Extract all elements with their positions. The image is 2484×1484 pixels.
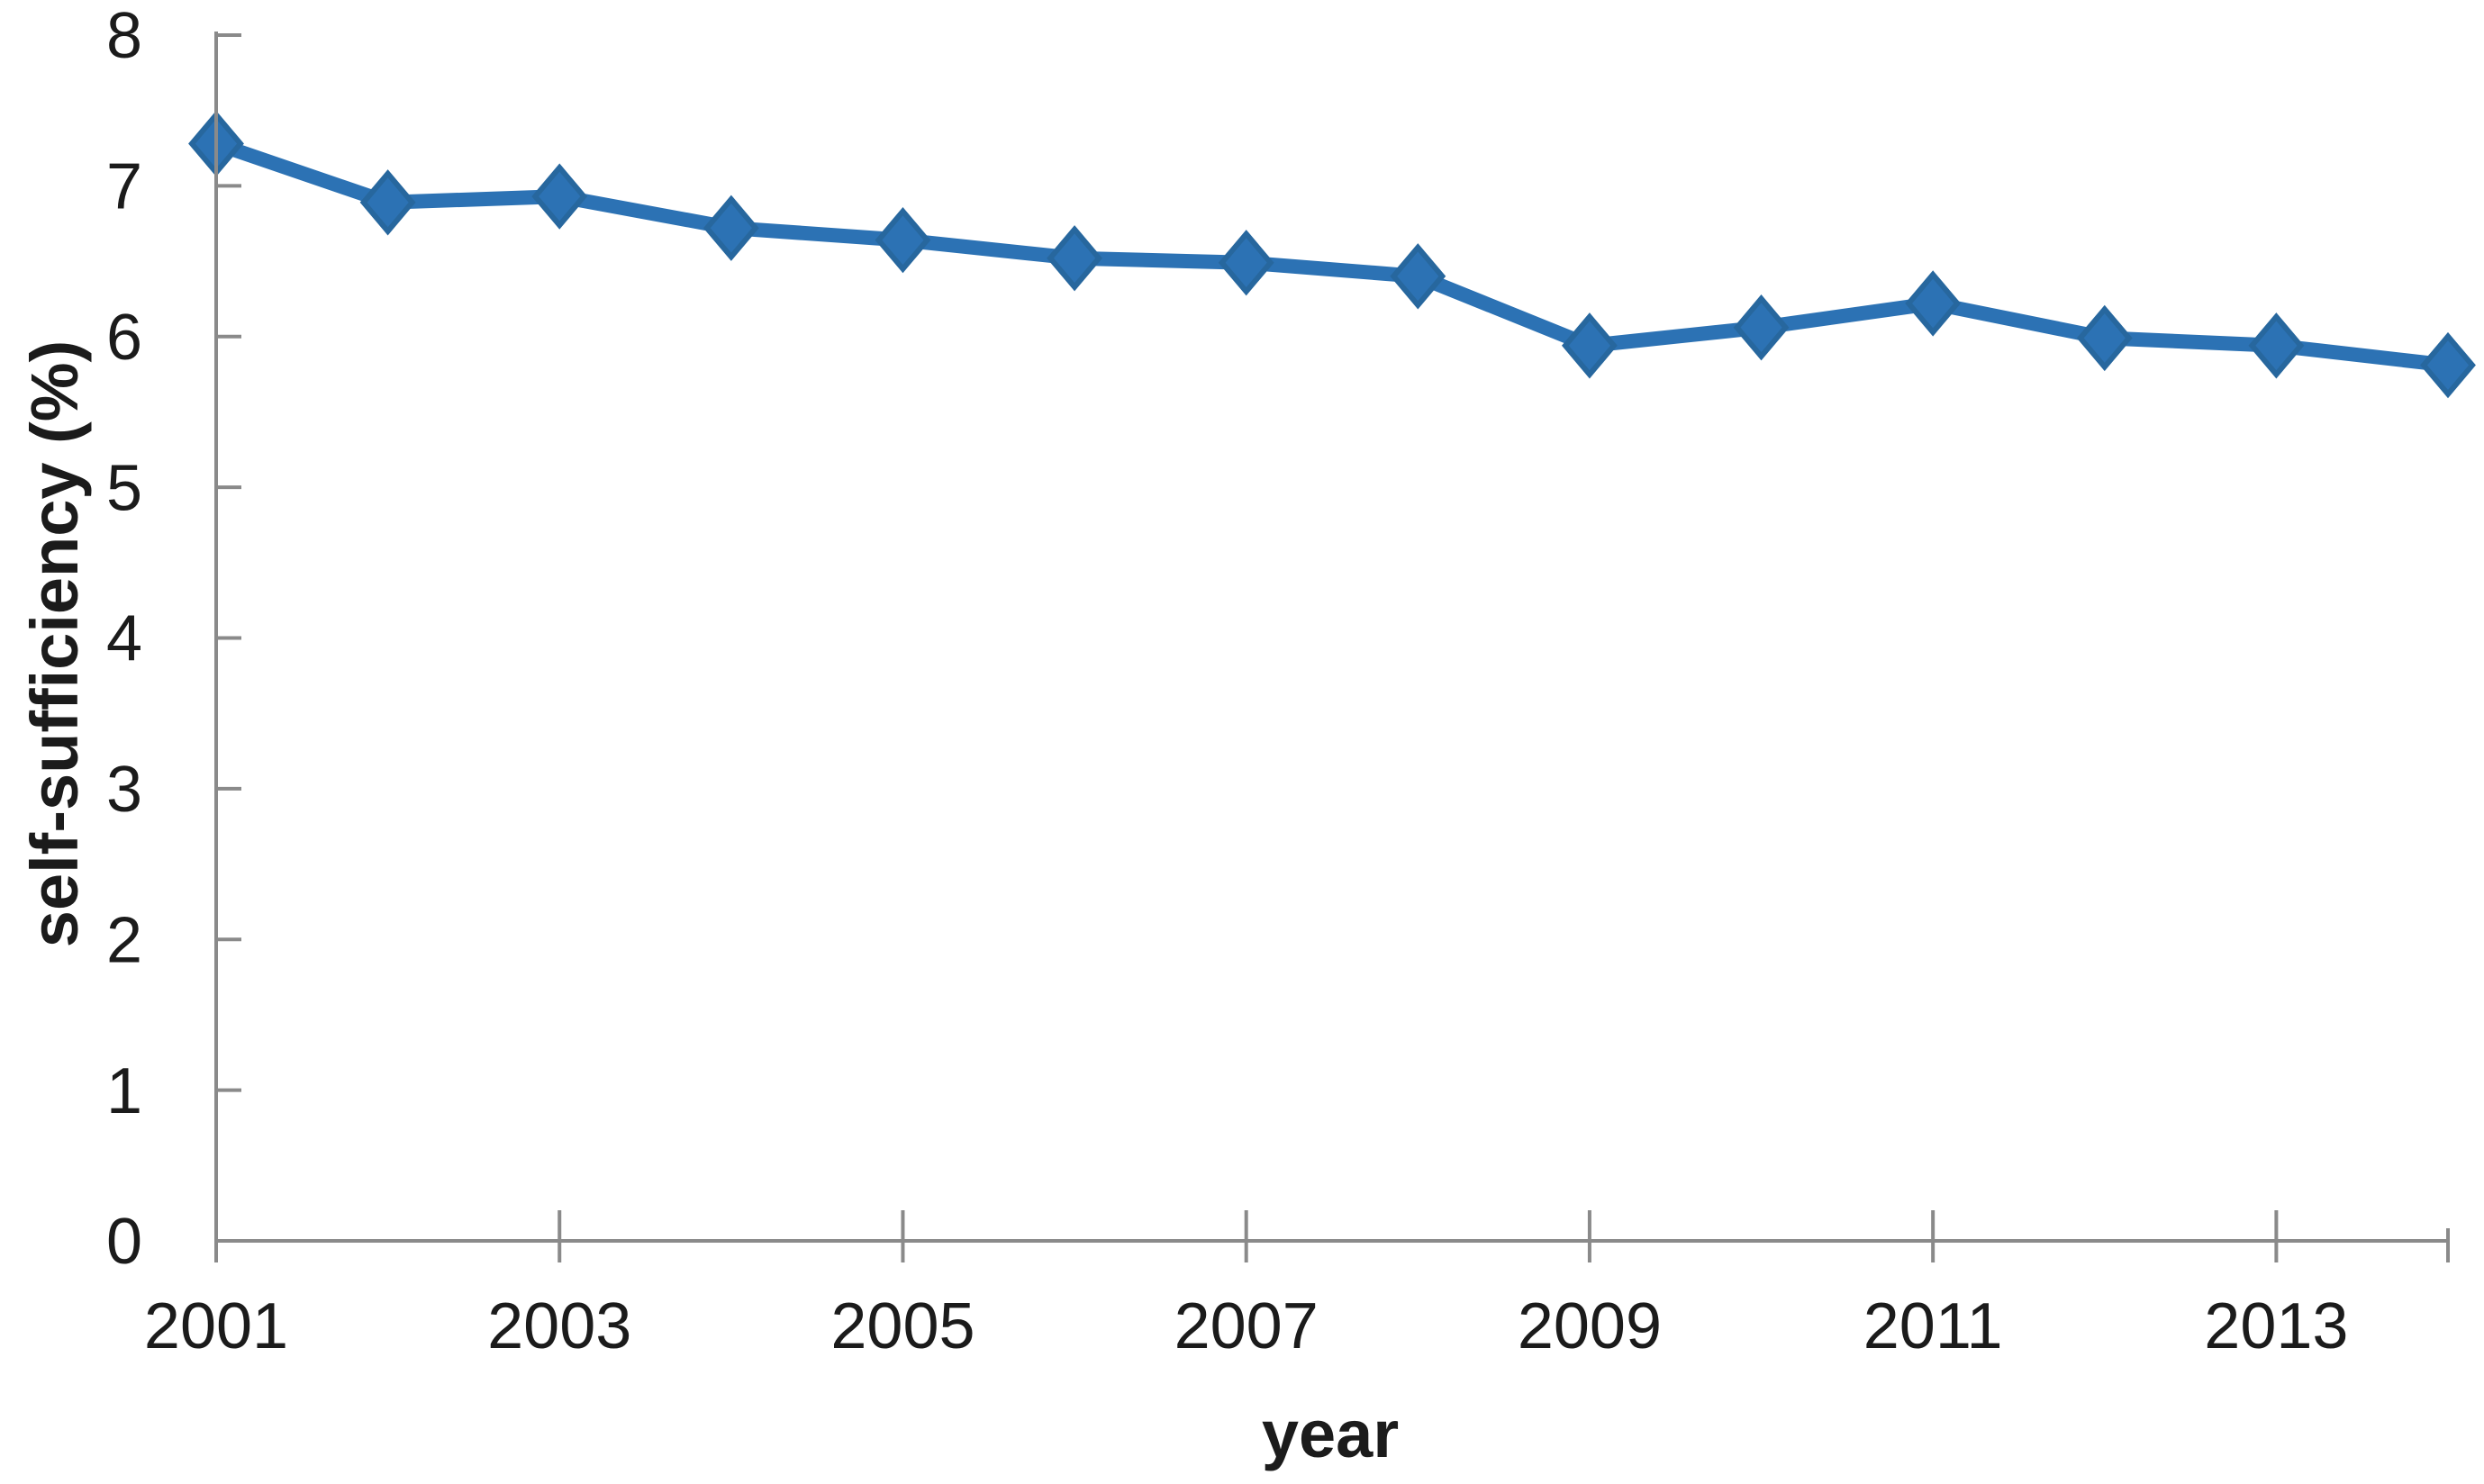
data-point-marker — [359, 169, 416, 236]
data-point-marker — [1218, 230, 1274, 296]
y-tick-label: 0 — [106, 1206, 142, 1278]
data-point-marker — [2076, 304, 2133, 372]
y-tick-label: 1 — [106, 1055, 142, 1127]
y-axis-title: self-sufficiency (%) — [17, 340, 92, 947]
y-tick-label: 4 — [106, 603, 142, 675]
y-tick-label: 6 — [106, 302, 142, 374]
y-axis-ticks: 0 1 2 3 4 5 6 7 8 — [106, 0, 241, 1278]
x-axis-ticks: 2001 2003 2005 2007 2009 2011 2013 — [144, 1210, 2450, 1362]
y-tick-label: 7 — [106, 151, 142, 223]
data-point-marker — [1733, 294, 1790, 361]
data-point-marker — [1047, 225, 1103, 292]
data-line — [209, 136, 2455, 373]
y-tick-label: 2 — [106, 904, 142, 976]
x-tick-label: 2005 — [830, 1290, 975, 1362]
x-tick-label: 2003 — [487, 1290, 631, 1362]
y-tick-label: 3 — [106, 754, 142, 826]
data-point-marker — [875, 206, 931, 274]
data-series — [188, 110, 2476, 399]
x-tick-label: 2009 — [1518, 1290, 1662, 1362]
x-axis-title: year — [1262, 1397, 1399, 1471]
data-point-marker — [2420, 331, 2476, 399]
x-tick-label: 2013 — [2204, 1290, 2348, 1362]
y-tick-label: 5 — [106, 452, 142, 524]
data-point-marker — [2248, 312, 2305, 379]
data-point-marker — [1905, 270, 1962, 337]
y-tick-label: 8 — [106, 0, 142, 72]
data-point-marker — [1390, 243, 1446, 310]
x-tick-label: 2011 — [1863, 1290, 2003, 1362]
data-point-marker — [1561, 312, 1618, 379]
data-point-marker — [703, 195, 759, 261]
x-tick-label: 2001 — [144, 1290, 288, 1362]
data-point-marker — [531, 163, 588, 230]
x-tick-label: 2007 — [1174, 1290, 1319, 1362]
